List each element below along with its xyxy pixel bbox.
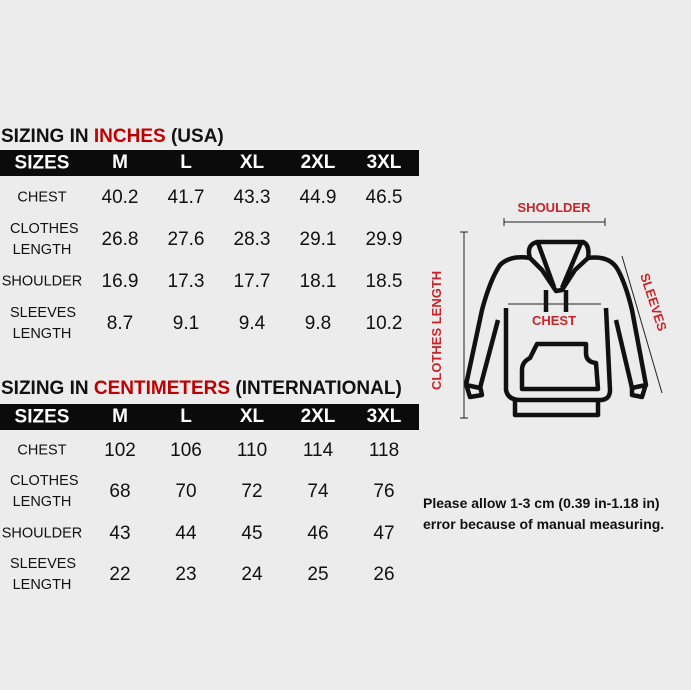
size-header-m: M xyxy=(112,406,128,427)
table-cell: 114 xyxy=(302,440,334,461)
table-cell: 44.9 xyxy=(299,187,337,208)
table-cell: 43.3 xyxy=(233,187,271,208)
measure-lines xyxy=(460,218,663,419)
size-header-xl: XL xyxy=(239,406,265,427)
size-header-3xl: 3XL xyxy=(366,406,402,427)
table-cell: 29.1 xyxy=(299,229,337,250)
inches-title: SIZING IN INCHES (USA) xyxy=(1,126,224,147)
row-label: CLOTHES LENGTH xyxy=(10,221,79,258)
row-label: SLEEVES LENGTH xyxy=(10,556,77,593)
table-cell: 46.5 xyxy=(365,187,403,208)
row-label: SHOULDER xyxy=(1,273,83,290)
table-cell: 70 xyxy=(175,481,197,502)
table-cell: 68 xyxy=(109,481,131,502)
table-cell: 18.1 xyxy=(299,271,337,292)
clothes-length-label: CLOTHES LENGTH xyxy=(429,271,444,390)
table-cell: 102 xyxy=(104,440,136,461)
table-cell: 28.3 xyxy=(233,229,271,250)
cm-title: SIZING IN CENTIMETERS (INTERNATIONAL) xyxy=(1,378,402,399)
table-cell: 26.8 xyxy=(101,229,139,250)
table-cell: 118 xyxy=(368,440,400,461)
hoodie-diagram: SHOULDER CHEST SLEEVES CLOTHES LENGTH xyxy=(429,200,670,419)
shoulder-label: SHOULDER xyxy=(518,200,592,215)
size-header-l: L xyxy=(180,406,192,427)
table-cell: 74 xyxy=(307,481,329,502)
table-cell: 25 xyxy=(307,564,329,585)
table-cell: 46 xyxy=(307,523,329,544)
table-cell: 44 xyxy=(175,523,197,544)
chest-label: CHEST xyxy=(532,313,576,328)
table-cell: 18.5 xyxy=(365,271,403,292)
size-header-xl: XL xyxy=(239,152,265,173)
table-cell: 9.8 xyxy=(304,313,332,334)
table-cell: 47 xyxy=(373,523,395,544)
sizes-header: SIZES xyxy=(14,152,70,174)
note-line: Please allow 1-3 cm (0.39 in-1.18 in) xyxy=(423,495,660,511)
cm-header: SIZES M L XL 2XL 3XL xyxy=(0,404,419,430)
row-label: SHOULDER xyxy=(1,525,83,542)
sizes-header: SIZES xyxy=(14,406,70,428)
table-cell: 9.4 xyxy=(238,313,266,334)
table-cell: 110 xyxy=(236,440,268,461)
row-label: CHEST xyxy=(17,442,67,459)
table-cell: 8.7 xyxy=(106,313,134,334)
table-cell: 40.2 xyxy=(101,187,139,208)
table-cell: 27.6 xyxy=(167,229,205,250)
table-cell: 24 xyxy=(241,564,263,585)
size-header-2xl: 2XL xyxy=(300,406,336,427)
note-line: error because of manual measuring. xyxy=(423,516,665,532)
table-cell: 43 xyxy=(109,523,131,544)
table-cell: 16.9 xyxy=(101,271,139,292)
row-label: CHEST xyxy=(17,189,67,206)
row-label: SLEEVES LENGTH xyxy=(10,305,77,342)
table-cell: 17.7 xyxy=(233,271,271,292)
size-header-l: L xyxy=(180,152,192,173)
table-cell: 9.1 xyxy=(172,313,200,334)
table-cell: 41.7 xyxy=(167,187,205,208)
table-cell: 10.2 xyxy=(365,313,403,334)
table-cell: 29.9 xyxy=(365,229,403,250)
size-header-2xl: 2XL xyxy=(300,152,336,173)
table-cell: 26 xyxy=(373,564,395,585)
table-cell: 72 xyxy=(241,481,263,502)
table-cell: 17.3 xyxy=(167,271,205,292)
table-cell: 76 xyxy=(373,481,395,502)
table-cell: 22 xyxy=(109,564,131,585)
table-cell: 45 xyxy=(241,523,263,544)
size-header-3xl: 3XL xyxy=(366,152,402,173)
table-cell: 106 xyxy=(170,440,202,461)
hoodie-icon xyxy=(463,239,649,418)
inches-header: SIZES M L XL 2XL 3XL xyxy=(0,150,419,176)
size-header-m: M xyxy=(112,152,128,173)
measurement-note: Please allow 1-3 cm (0.39 in-1.18 in) err… xyxy=(423,493,664,535)
table-cell: 23 xyxy=(175,564,197,585)
row-label: CLOTHES LENGTH xyxy=(10,473,79,510)
